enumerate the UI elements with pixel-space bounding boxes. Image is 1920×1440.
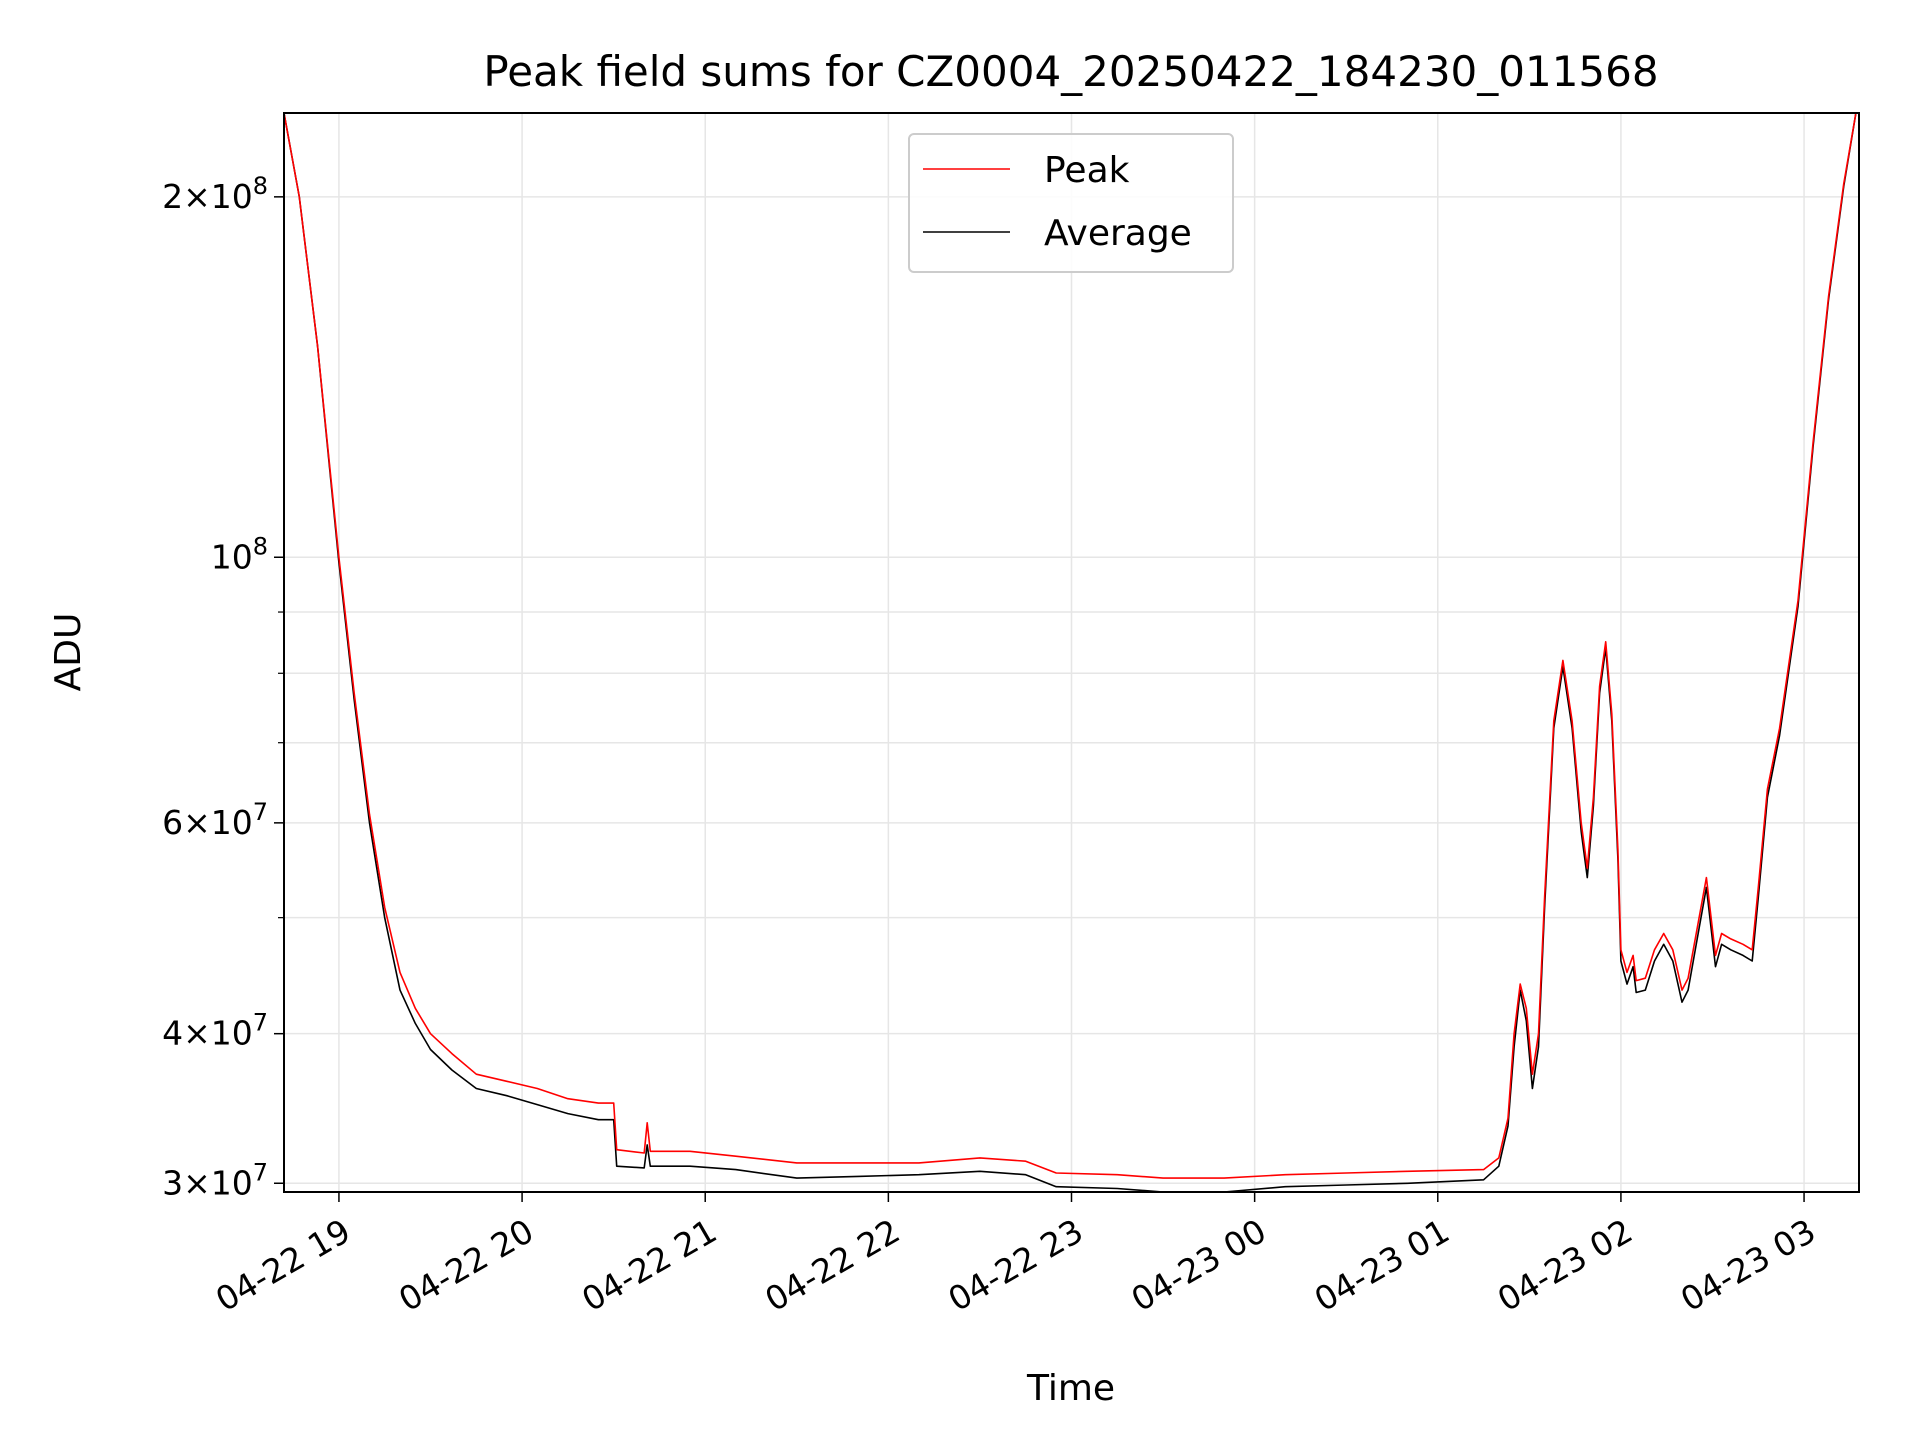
y-axis-label: ADU <box>48 613 89 692</box>
chart-title: Peak field sums for CZ0004_20250422_1842… <box>483 47 1658 96</box>
x-axis-label: Time <box>1026 1368 1115 1409</box>
y-tick-label: 2×108 <box>162 172 268 216</box>
series-line-peak <box>283 112 1857 1179</box>
legend-label-average: Average <box>1044 213 1192 254</box>
series-lines <box>283 112 1857 1193</box>
y-axis: 3×107 4×107 6×107 108 2×108 <box>162 172 284 1202</box>
y-tick-label: 6×107 <box>162 798 268 842</box>
y-tick-label: 4×107 <box>162 1009 268 1053</box>
legend: Peak Average <box>908 133 1234 273</box>
y-tick-label: 108 <box>211 532 268 576</box>
legend-label-peak: Peak <box>1044 150 1130 191</box>
y-tick-label: 3×107 <box>162 1158 268 1202</box>
